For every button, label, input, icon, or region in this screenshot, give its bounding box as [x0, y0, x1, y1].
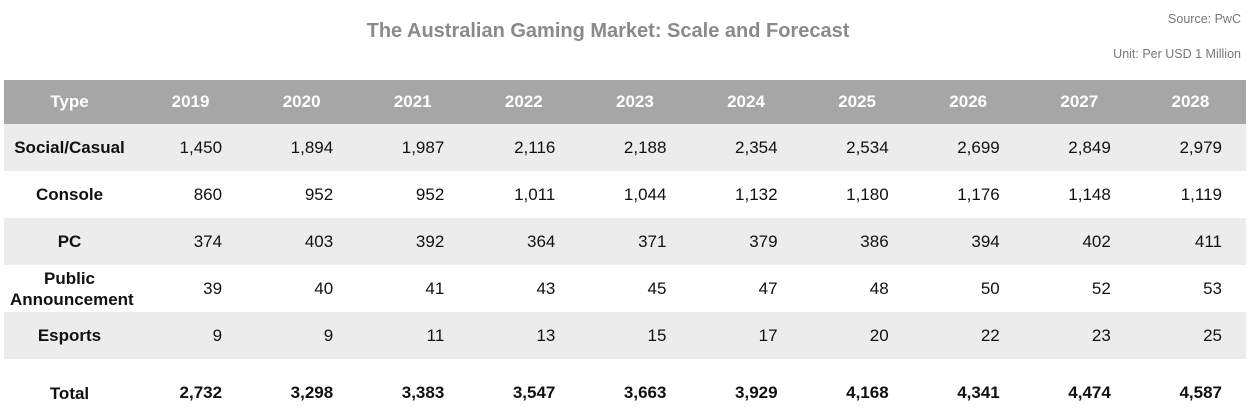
value-cell: 53: [1203, 278, 1222, 298]
value-cell: 20: [801, 312, 913, 359]
market-table: Type 2019 2020 2021 2022 2023 2024 2025 2026 2027…: [4, 80, 1246, 419]
value-cell: 15: [579, 312, 691, 359]
value-cell: 41: [425, 278, 445, 298]
value-cell: 11: [357, 312, 469, 359]
value-cell: 411: [1134, 218, 1246, 265]
row-label: PC: [4, 218, 135, 265]
value-cell: 1,450: [135, 124, 247, 171]
value-cell: 22: [912, 312, 1024, 359]
row-label: Social/Casual: [4, 124, 135, 171]
value-cell: 9: [135, 312, 247, 359]
value-cell: 1,132: [735, 184, 778, 204]
value-cell: 2,699: [912, 124, 1024, 171]
value-cell: 371: [579, 218, 691, 265]
value-cell: 2,849: [1023, 124, 1135, 171]
header-year: 2022: [468, 80, 580, 124]
header-year: 2023: [579, 80, 691, 124]
value-cell: 2,188: [579, 124, 691, 171]
value-cell: 39: [203, 278, 223, 298]
unit-note: Unit: Per USD 1 Million: [1113, 47, 1241, 61]
value-cell: 1,148: [1068, 184, 1111, 204]
table-row: Public Announcement 39 40 41 43 45 47 48 50 52 53: [4, 265, 1246, 312]
value-cell: 3,663: [623, 383, 667, 402]
header-year: 2020: [246, 80, 358, 124]
value-cell: 3,383: [401, 383, 445, 402]
total-row: Total 2,732 3,298 3,383 3,547 3,663 3,929 4,168…: [4, 359, 1246, 419]
value-cell: 402: [1023, 218, 1135, 265]
value-cell: 364: [468, 218, 580, 265]
row-label: Total: [49, 383, 90, 403]
value-cell: 1,894: [246, 124, 358, 171]
header-year: 2021: [357, 80, 469, 124]
header-year: 2026: [912, 80, 1024, 124]
header-year: 2019: [135, 80, 247, 124]
value-cell: 45: [647, 278, 667, 298]
value-cell: 4,587: [1179, 383, 1222, 402]
value-cell: 17: [690, 312, 802, 359]
value-cell: 3,547: [512, 383, 556, 402]
value-cell: 4,474: [1068, 383, 1111, 402]
value-cell: 394: [912, 218, 1024, 265]
value-cell: 1,180: [846, 184, 889, 204]
header-year: 2028: [1134, 80, 1246, 124]
value-cell: 4,168: [846, 383, 889, 402]
value-cell: 48: [869, 278, 889, 298]
header-year: 2027: [1023, 80, 1135, 124]
value-cell: 47: [758, 278, 778, 298]
row-label: Console: [35, 185, 104, 204]
source-note: Source: PwC: [1168, 12, 1241, 26]
value-cell: 23: [1023, 312, 1135, 359]
header-year: 2024: [690, 80, 802, 124]
value-cell: 860: [193, 184, 223, 204]
table-row: Social/Casual 1,450 1,894 1,987 2,116 2,188 2,…: [4, 124, 1246, 171]
value-cell: 9: [246, 312, 358, 359]
value-cell: 1,119: [1180, 184, 1222, 204]
value-cell: 379: [690, 218, 802, 265]
value-cell: 43: [536, 278, 556, 298]
table-row: PC 374 403 392 364 371 379 386 394 402 411: [4, 218, 1246, 265]
row-label: Public Announcement: [10, 268, 134, 309]
table-row: Esports 9 9 11 13 15 17 20 22 23 25: [4, 312, 1246, 359]
value-cell: 3,929: [735, 383, 778, 402]
row-label: Esports: [4, 312, 135, 359]
value-cell: 3,298: [290, 383, 334, 402]
value-cell: 25: [1134, 312, 1246, 359]
value-cell: 40: [314, 278, 334, 298]
value-cell: 50: [980, 278, 1000, 298]
value-cell: 386: [801, 218, 913, 265]
value-cell: 13: [468, 312, 580, 359]
value-cell: 2,732: [179, 383, 223, 402]
value-cell: 2,534: [801, 124, 913, 171]
value-cell: 2,116: [468, 124, 580, 171]
value-cell: 4,341: [957, 383, 1000, 402]
value-cell: 1,176: [957, 184, 1000, 204]
header-year: 2025: [801, 80, 913, 124]
value-cell: 952: [415, 184, 445, 204]
value-cell: 2,354: [690, 124, 802, 171]
value-cell: 52: [1091, 278, 1111, 298]
value-cell: 2,979: [1134, 124, 1246, 171]
value-cell: 952: [304, 184, 334, 204]
header-type: Type: [4, 80, 135, 124]
value-cell: 392: [357, 218, 469, 265]
value-cell: 1,011: [514, 184, 556, 204]
value-cell: 403: [246, 218, 358, 265]
header-row: Type 2019 2020 2021 2022 2023 2024 2025 2026 2027…: [4, 80, 1246, 124]
value-cell: 374: [135, 218, 247, 265]
table-title: The Australian Gaming Market: Scale and …: [366, 20, 850, 42]
value-cell: 1,987: [357, 124, 469, 171]
table-row: Console 860 952 952 1,011 1,044 1,132 1,180 1,17…: [4, 171, 1246, 218]
value-cell: 1,044: [623, 184, 667, 204]
